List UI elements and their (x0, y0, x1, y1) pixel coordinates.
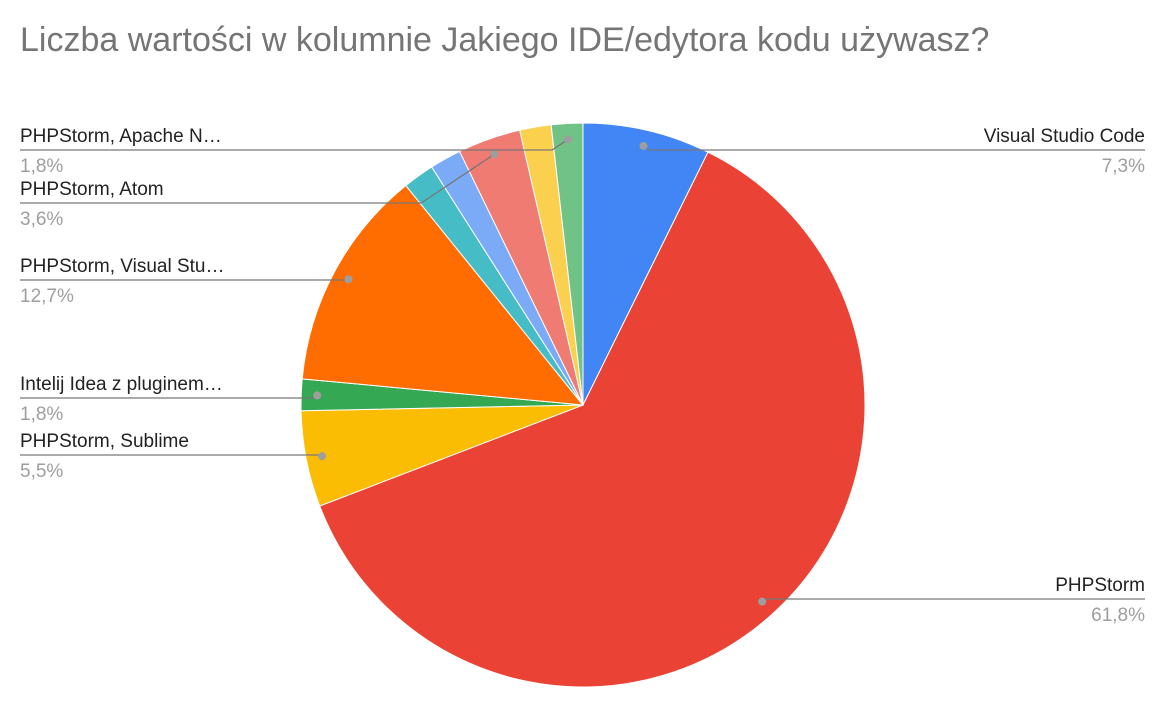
legend-label: PHPStorm, Sublime (20, 431, 189, 452)
leader-dot (563, 135, 572, 144)
data-label: 1,8% (20, 404, 63, 425)
data-label: 3,6% (20, 209, 63, 230)
leader-dot (490, 150, 499, 159)
leader-line (20, 278, 349, 281)
legend-label: Visual Studio Code (984, 126, 1145, 147)
leader-dot (639, 141, 648, 150)
pie-slice (550, 122, 584, 406)
legend-label: PHPStorm, Visual Stu… (20, 256, 225, 277)
data-label: 1,8% (20, 156, 63, 177)
pie-slice (319, 151, 866, 688)
data-label: 61,8% (1091, 605, 1145, 626)
pie-slice (301, 184, 585, 406)
leader-dot (758, 597, 767, 606)
chart-title: Liczba wartości w kolumnie Jakiego IDE/e… (20, 21, 990, 59)
leader-line (20, 153, 495, 204)
leader-dot (344, 275, 353, 284)
data-label: 12,7% (20, 286, 74, 307)
leader-line (761, 598, 1145, 603)
legend-label: Intelij Idea z pluginem… (20, 374, 223, 395)
leader-line (20, 454, 323, 457)
leader-dot (317, 452, 326, 461)
leader-line (20, 138, 569, 151)
leader-line (20, 394, 318, 399)
data-label: 5,5% (20, 461, 63, 482)
leader-dot (313, 391, 322, 400)
data-label: 7,3% (1102, 156, 1145, 177)
legend-label: PHPStorm, Apache N… (20, 126, 222, 147)
legend-label: PHPStorm, Atom (20, 179, 164, 200)
legend-label: PHPStorm (1055, 575, 1145, 596)
